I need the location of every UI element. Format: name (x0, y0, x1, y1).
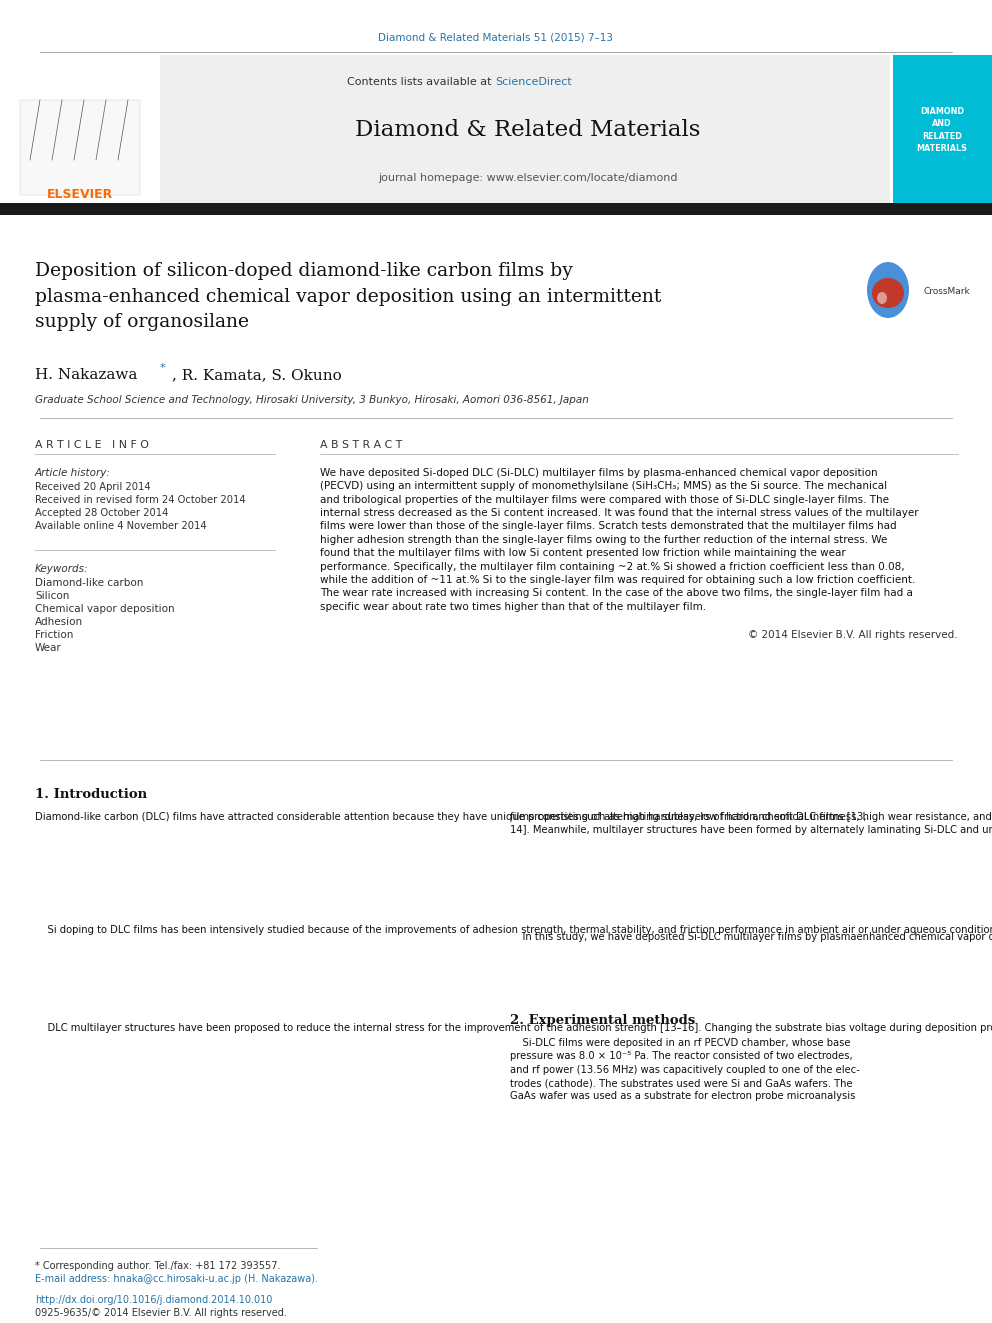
Text: Wear: Wear (35, 643, 62, 654)
Text: *: * (160, 363, 166, 373)
Text: We have deposited Si-doped DLC (Si-DLC) multilayer films by plasma-enhanced chem: We have deposited Si-doped DLC (Si-DLC) … (320, 468, 919, 611)
Text: * Corresponding author. Tel./fax: +81 172 393557.: * Corresponding author. Tel./fax: +81 17… (35, 1261, 281, 1271)
Text: 1. Introduction: 1. Introduction (35, 789, 147, 800)
Bar (0, 56, 160, 205)
Bar (20, 101, 140, 194)
Text: 0925-9635/© 2014 Elsevier B.V. All rights reserved.: 0925-9635/© 2014 Elsevier B.V. All right… (35, 1308, 287, 1318)
Text: Graduate School Science and Technology, Hirosaki University, 3 Bunkyo, Hirosaki,: Graduate School Science and Technology, … (35, 396, 589, 405)
Text: ScienceDirect: ScienceDirect (495, 77, 571, 87)
Text: , R. Kamata, S. Okuno: , R. Kamata, S. Okuno (172, 368, 342, 382)
Text: CrossMark: CrossMark (923, 287, 970, 296)
Text: 2. Experimental methods: 2. Experimental methods (510, 1013, 695, 1027)
Text: Contents lists available at: Contents lists available at (347, 77, 495, 87)
Text: Received in revised form 24 October 2014: Received in revised form 24 October 2014 (35, 495, 246, 505)
Text: Diamond & Related Materials: Diamond & Related Materials (355, 119, 700, 142)
Text: Friction: Friction (35, 630, 73, 640)
Text: A B S T R A C T: A B S T R A C T (320, 441, 402, 450)
Text: ELSEVIER: ELSEVIER (47, 188, 113, 201)
Text: DIAMOND
AND
RELATED
MATERIALS: DIAMOND AND RELATED MATERIALS (917, 107, 967, 153)
Text: journal homepage: www.elsevier.com/locate/diamond: journal homepage: www.elsevier.com/locat… (378, 173, 678, 183)
Text: Available online 4 November 2014: Available online 4 November 2014 (35, 521, 206, 531)
Bar (160, 56, 890, 205)
Text: Si-DLC films were deposited in an rf PECVD chamber, whose base
pressure was 8.0 : Si-DLC films were deposited in an rf PEC… (510, 1039, 860, 1102)
Bar (0, 202, 992, 216)
Text: E-mail address: hnaka@cc.hirosaki-u.ac.jp (H. Nakazawa).: E-mail address: hnaka@cc.hirosaki-u.ac.j… (35, 1274, 318, 1285)
Text: Adhesion: Adhesion (35, 617, 83, 627)
Text: H. Nakazawa: H. Nakazawa (35, 368, 137, 382)
Text: Received 20 April 2014: Received 20 April 2014 (35, 482, 151, 492)
Text: films consisting of alternating sublayers of hard and soft DLC films [13,
14]. M: films consisting of alternating sublayer… (510, 812, 992, 835)
Text: Accepted 28 October 2014: Accepted 28 October 2014 (35, 508, 169, 519)
Text: In this study, we have deposited Si-DLC multilayer films by plasmaenhanced chemi: In this study, we have deposited Si-DLC … (510, 931, 992, 942)
Text: Diamond-like carbon (DLC) films have attracted considerable attention because th: Diamond-like carbon (DLC) films have att… (35, 812, 992, 822)
Ellipse shape (877, 292, 887, 304)
Text: Deposition of silicon-doped diamond-like carbon films by
plasma-enhanced chemica: Deposition of silicon-doped diamond-like… (35, 262, 662, 331)
Text: Diamond & Related Materials 51 (2015) 7–13: Diamond & Related Materials 51 (2015) 7–… (379, 33, 613, 44)
Text: http://dx.doi.org/10.1016/j.diamond.2014.10.010: http://dx.doi.org/10.1016/j.diamond.2014… (35, 1295, 273, 1304)
Text: © 2014 Elsevier B.V. All rights reserved.: © 2014 Elsevier B.V. All rights reserved… (748, 630, 958, 640)
Text: Chemical vapor deposition: Chemical vapor deposition (35, 605, 175, 614)
Text: DLC multilayer structures have been proposed to reduce the internal stress for t: DLC multilayer structures have been prop… (35, 1023, 992, 1033)
Bar (893, 56, 992, 205)
Text: Diamond-like carbon: Diamond-like carbon (35, 578, 144, 587)
Text: Keywords:: Keywords: (35, 564, 88, 574)
Ellipse shape (872, 278, 904, 308)
Text: Si doping to DLC films has been intensively studied because of the improvements : Si doping to DLC films has been intensiv… (35, 925, 992, 935)
Circle shape (867, 262, 909, 318)
Text: A R T I C L E   I N F O: A R T I C L E I N F O (35, 441, 149, 450)
Text: Silicon: Silicon (35, 591, 69, 601)
Text: Article history:: Article history: (35, 468, 111, 478)
